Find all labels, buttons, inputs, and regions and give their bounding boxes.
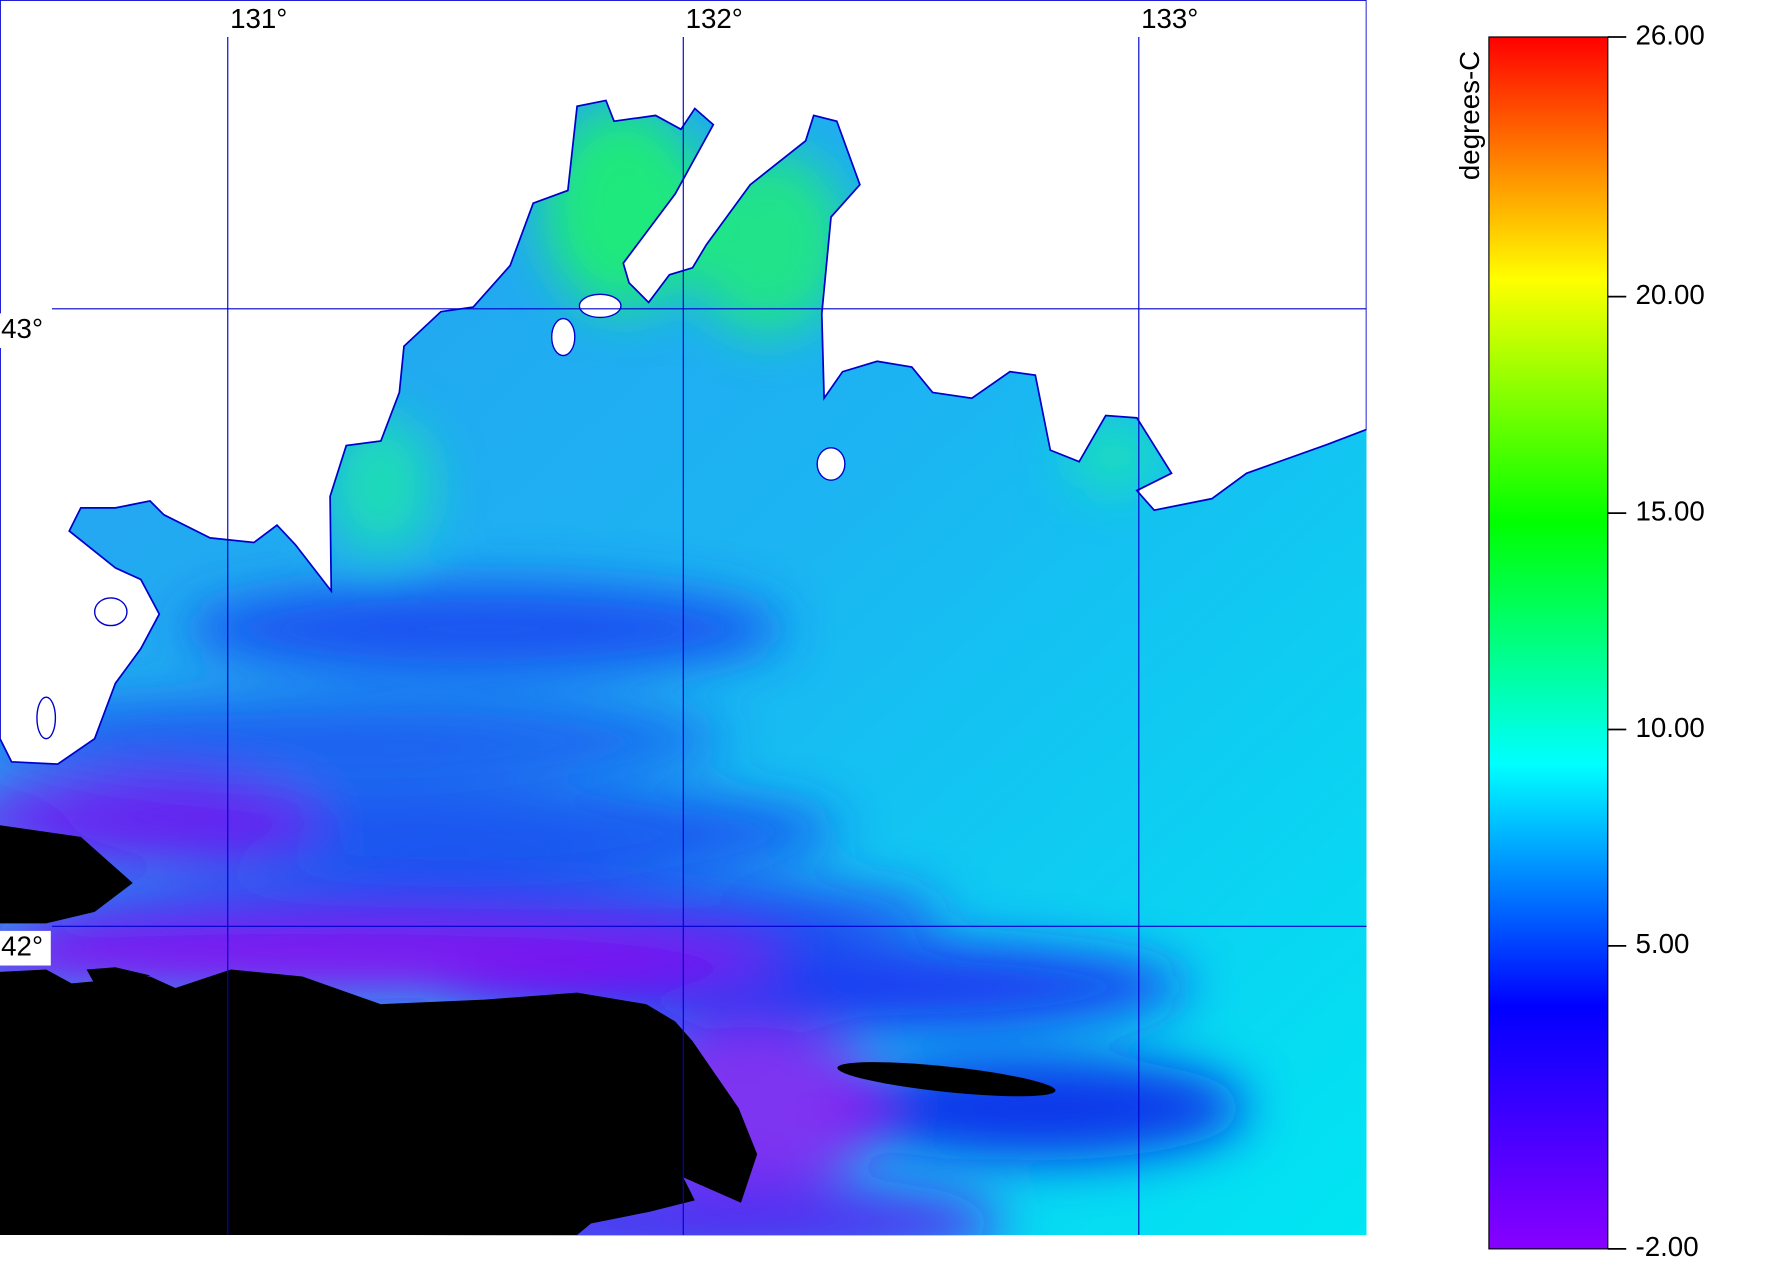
colorbar-tick-label: 26.00 (1635, 19, 1704, 50)
label-background (0, 930, 51, 966)
colorbar-tick-label: 20.00 (1635, 279, 1704, 310)
longitude-label: 133° (1141, 3, 1198, 34)
longitude-label: 132° (686, 3, 743, 34)
longitude-label: 131° (230, 3, 287, 34)
colorbar-tick-label: 15.00 (1635, 495, 1704, 526)
graticule-labels: 131° 132° 133° 43° 42° (0, 3, 1198, 966)
latitude-label: 43° (1, 313, 43, 344)
colorbar-tick-label: 5.00 (1635, 928, 1689, 959)
colorbar: degrees-C 26.00 20.00 15.00 10.00 5.00 -2.00 (1454, 19, 1705, 1262)
label-background (0, 313, 51, 349)
colorbar-tick-label: -2.00 (1635, 1231, 1698, 1262)
colorbar-scale (1488, 36, 1609, 1250)
colorbar-tick-label: 10.00 (1635, 712, 1704, 743)
latitude-label: 42° (1, 931, 43, 962)
graticule (51, 36, 1367, 1236)
colorbar-label: degrees-C (1454, 51, 1485, 180)
